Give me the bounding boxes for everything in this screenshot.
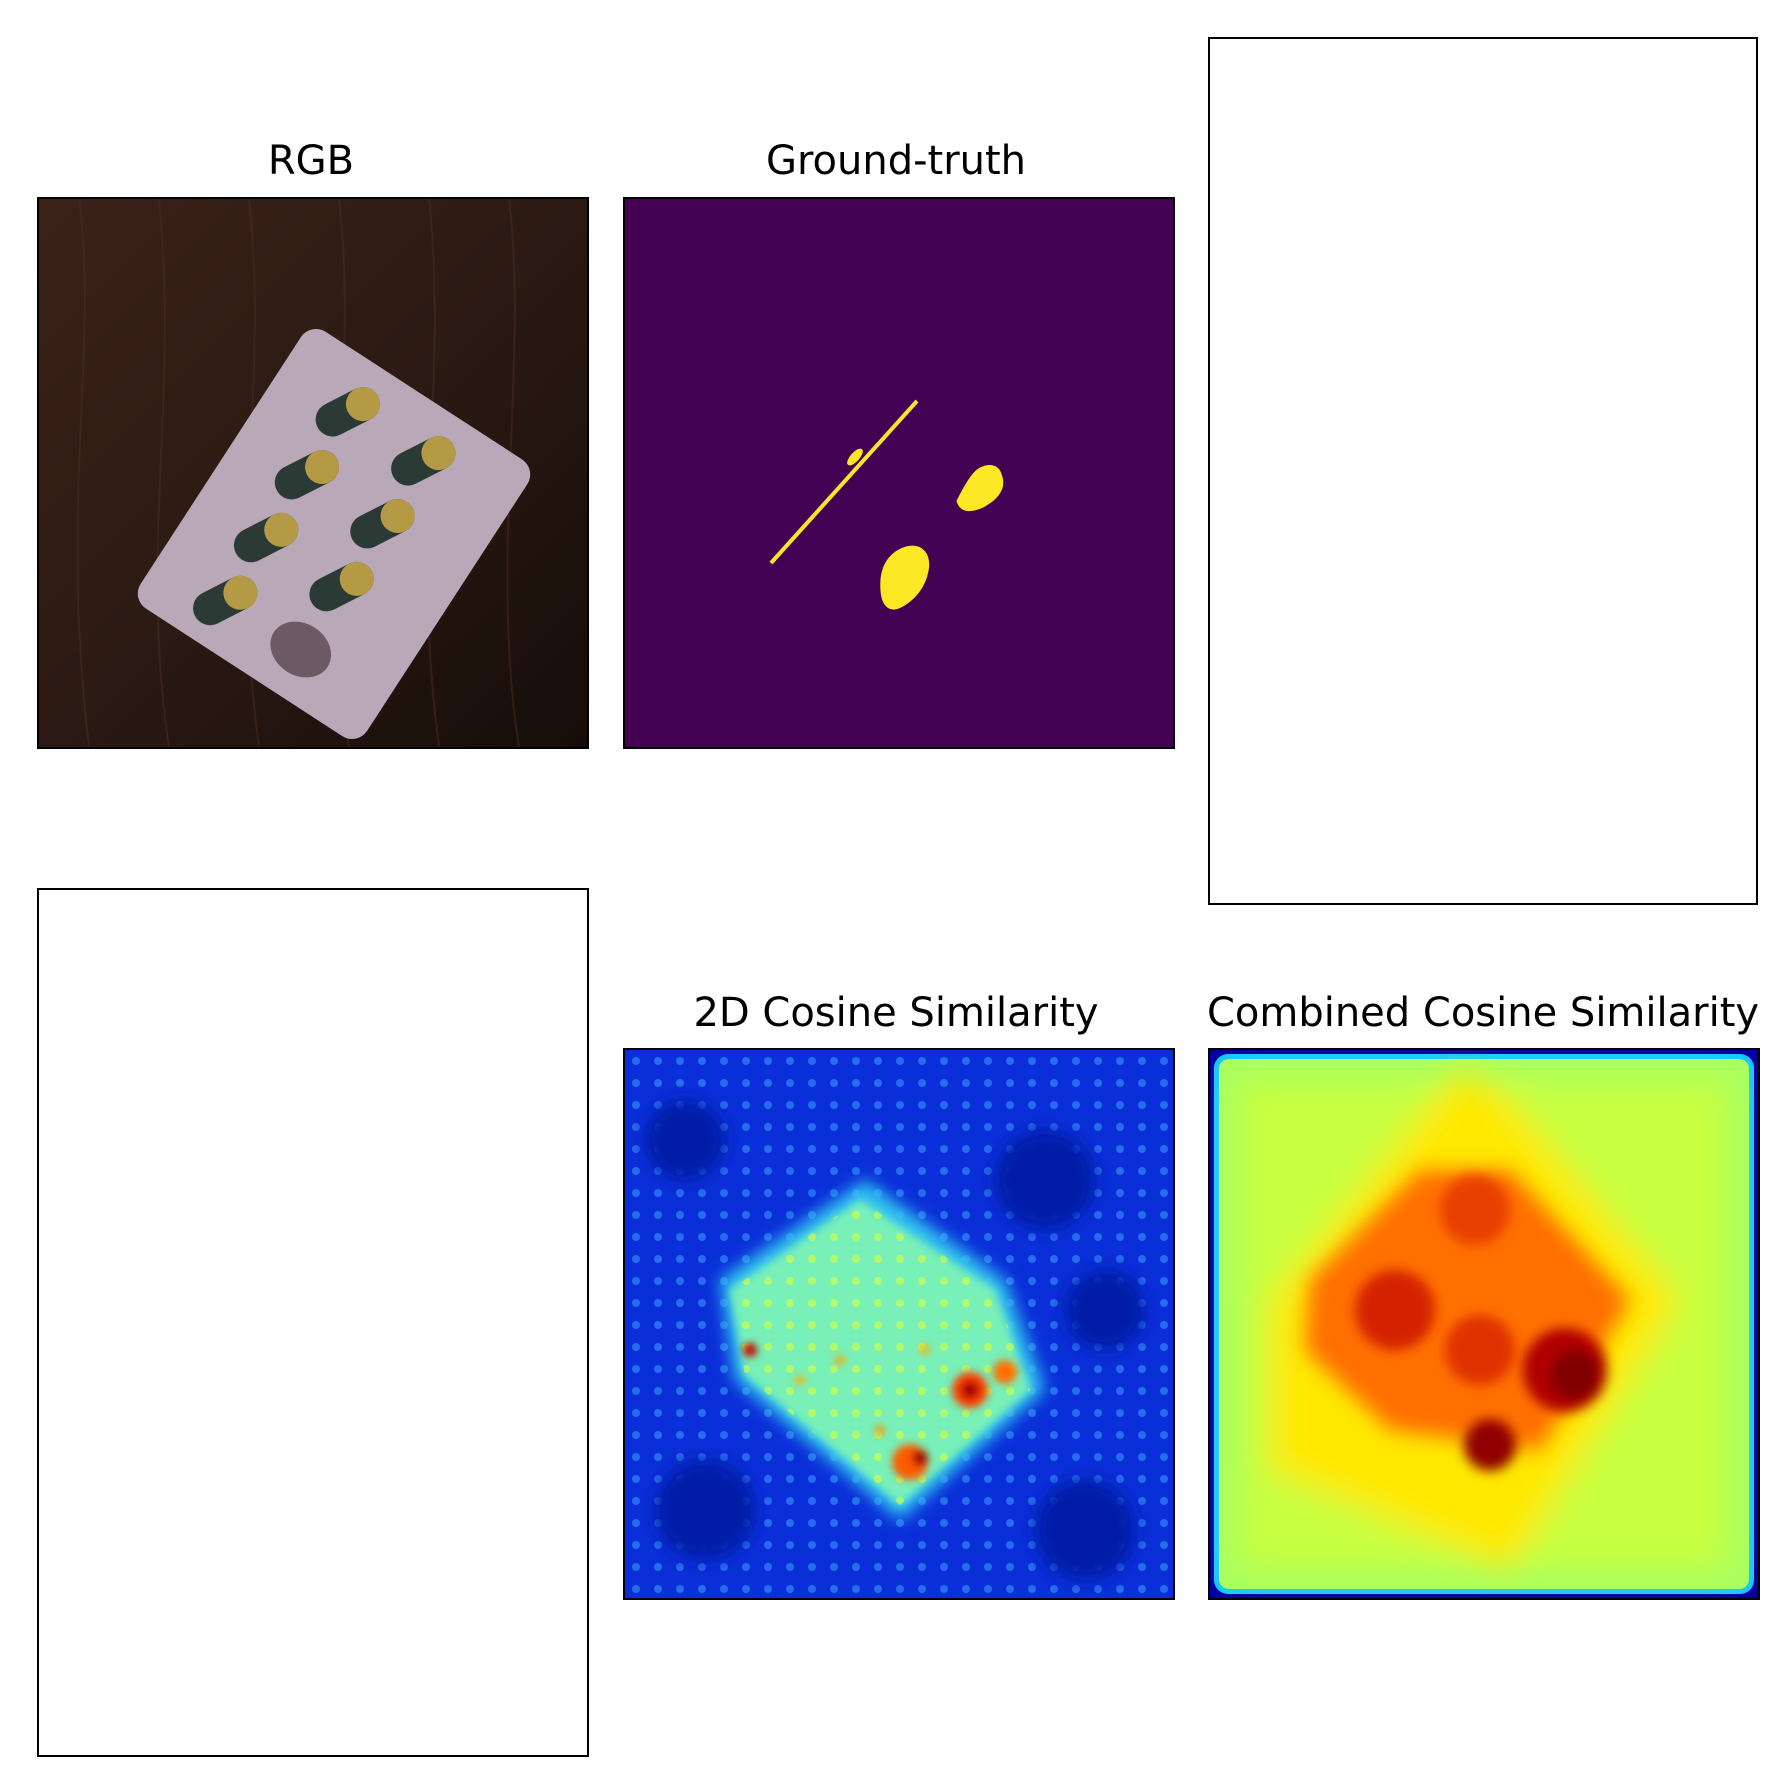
mask-image (625, 199, 1173, 747)
cos2d-heatmap (623, 1048, 1175, 1600)
ground-truth-title: Ground-truth (765, 138, 1027, 184)
blank-panel-bottom-left (37, 888, 589, 1757)
mask-background (625, 199, 1173, 747)
combined-image (1210, 1050, 1758, 1598)
ground-truth-mask (623, 197, 1175, 749)
rgb-photo (39, 199, 587, 747)
blank-panel-top-right (1208, 37, 1758, 905)
mask-blob-1 (956, 465, 1004, 512)
combined-title: Combined Cosine Similarity (1206, 990, 1760, 1036)
cos2d-image (625, 1050, 1173, 1598)
rgb-title: RGB (267, 138, 355, 184)
cos2d-title: 2D Cosine Similarity (693, 990, 1099, 1036)
mask-blob-2 (880, 545, 930, 610)
rgb-image (37, 197, 589, 749)
mask-scratch (769, 399, 919, 565)
combined-heatmap (1208, 1048, 1760, 1600)
blister-pack (137, 328, 531, 740)
